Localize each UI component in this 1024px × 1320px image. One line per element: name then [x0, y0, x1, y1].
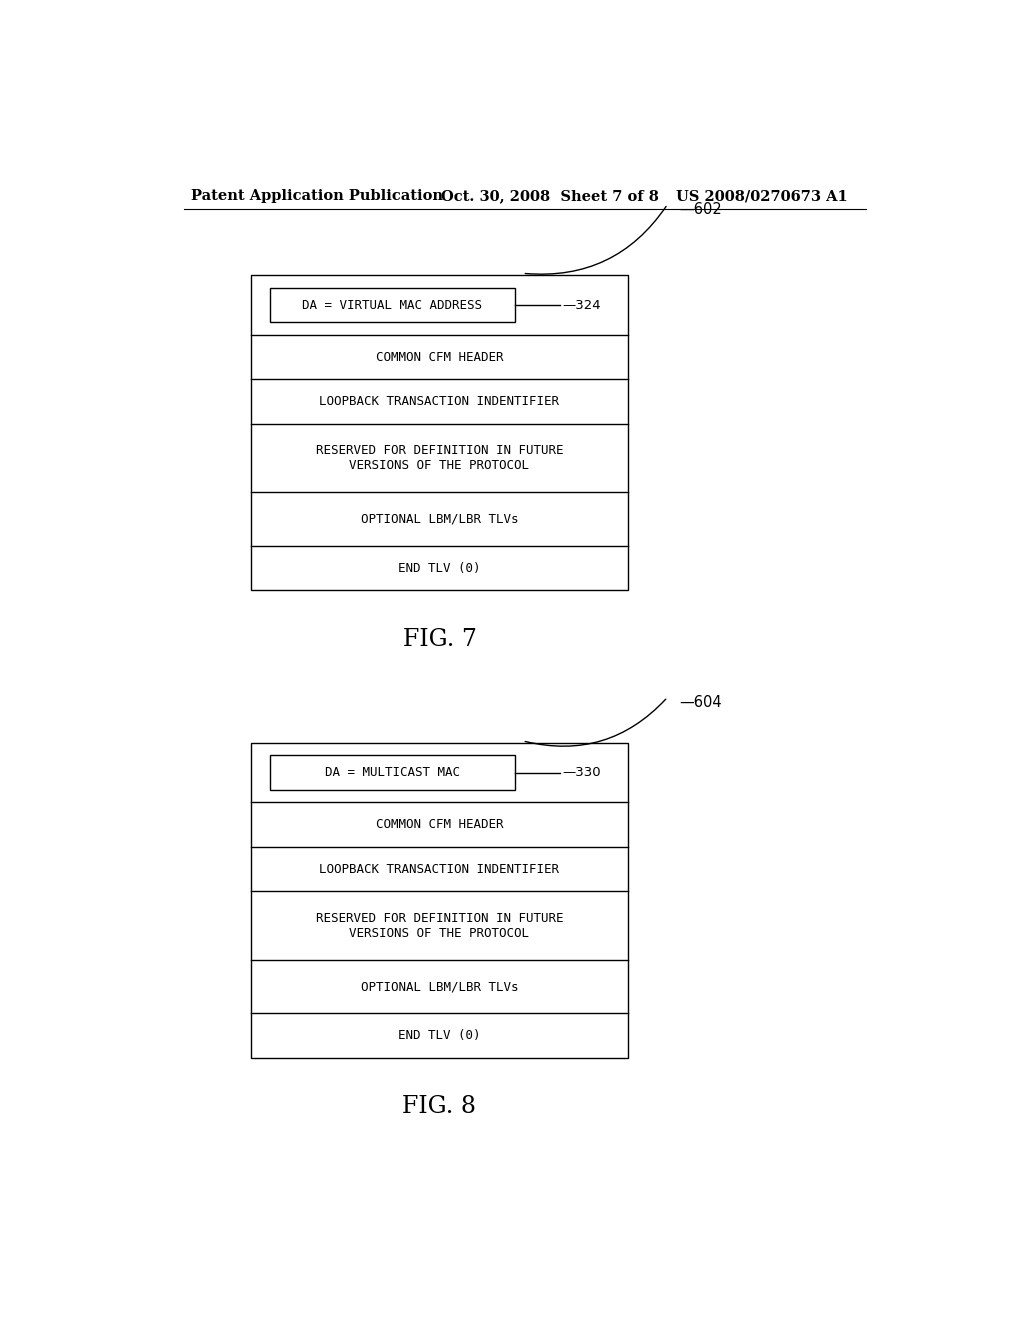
Text: —324: —324 — [562, 298, 601, 312]
Text: —604: —604 — [680, 694, 722, 710]
Text: Patent Application Publication: Patent Application Publication — [191, 189, 443, 203]
Text: END TLV (0): END TLV (0) — [398, 561, 480, 574]
Bar — [270, 755, 515, 789]
Bar — [251, 743, 628, 1057]
Text: RESERVED FOR DEFINITION IN FUTURE
VERSIONS OF THE PROTOCOL: RESERVED FOR DEFINITION IN FUTURE VERSIO… — [315, 912, 563, 940]
Text: FIG. 7: FIG. 7 — [402, 627, 476, 651]
Text: COMMON CFM HEADER: COMMON CFM HEADER — [376, 351, 503, 363]
Text: END TLV (0): END TLV (0) — [398, 1030, 480, 1041]
Text: Oct. 30, 2008  Sheet 7 of 8: Oct. 30, 2008 Sheet 7 of 8 — [441, 189, 659, 203]
Text: —602: —602 — [680, 202, 722, 216]
Bar — [251, 276, 628, 590]
Text: DA = MULTICAST MAC: DA = MULTICAST MAC — [325, 766, 460, 779]
Text: OPTIONAL LBM/LBR TLVs: OPTIONAL LBM/LBR TLVs — [360, 512, 518, 525]
Text: —330: —330 — [562, 766, 601, 779]
Text: FIG. 8: FIG. 8 — [402, 1096, 476, 1118]
Text: US 2008/0270673 A1: US 2008/0270673 A1 — [676, 189, 847, 203]
Text: LOOPBACK TRANSACTION INDENTIFIER: LOOPBACK TRANSACTION INDENTIFIER — [319, 395, 559, 408]
Text: RESERVED FOR DEFINITION IN FUTURE
VERSIONS OF THE PROTOCOL: RESERVED FOR DEFINITION IN FUTURE VERSIO… — [315, 444, 563, 473]
Text: LOOPBACK TRANSACTION INDENTIFIER: LOOPBACK TRANSACTION INDENTIFIER — [319, 863, 559, 875]
Text: OPTIONAL LBM/LBR TLVs: OPTIONAL LBM/LBR TLVs — [360, 979, 518, 993]
Text: COMMON CFM HEADER: COMMON CFM HEADER — [376, 818, 503, 832]
Text: DA = VIRTUAL MAC ADDRESS: DA = VIRTUAL MAC ADDRESS — [302, 298, 482, 312]
Bar — [270, 288, 515, 322]
